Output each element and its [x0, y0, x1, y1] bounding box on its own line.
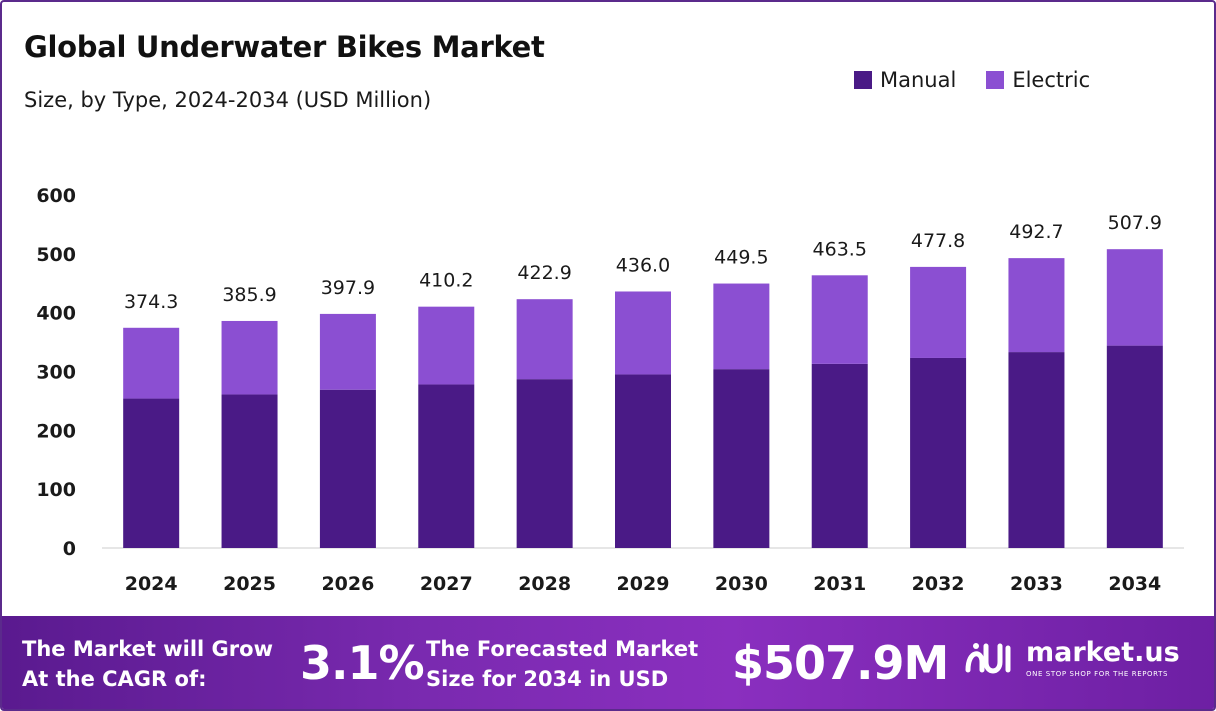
bar-segment-manual — [811, 363, 868, 548]
bar-segment-electric — [418, 306, 475, 385]
bar-total-label: 449.5 — [714, 247, 768, 269]
x-tick-label: 2025 — [223, 573, 276, 595]
bar-segment-electric — [319, 313, 376, 390]
bar-segment-manual — [319, 389, 376, 548]
bar-segment-electric — [910, 266, 967, 358]
y-tick-label: 600 — [36, 185, 76, 207]
y-tick-label: 200 — [36, 420, 76, 442]
bar-segment-electric — [811, 275, 868, 364]
chart-legend: Manual Electric — [854, 68, 1120, 92]
y-tick-label: 0 — [63, 538, 76, 560]
bar-total-label: 385.9 — [222, 284, 276, 306]
bar-segment-manual — [221, 394, 278, 548]
bar-segment-electric — [123, 327, 180, 399]
legend-swatch-manual — [854, 71, 872, 89]
bar-total-label: 374.3 — [124, 291, 178, 313]
x-tick-label: 2032 — [912, 573, 965, 595]
stacked-bar-chart: 0 100 200 300 400 500 600 374.3 2024 385.9 2025 397… — [36, 185, 1184, 595]
legend-item-manual: Manual — [854, 68, 956, 92]
bar-segment-manual — [1106, 345, 1163, 548]
bar-segment-electric — [1008, 258, 1065, 353]
bar-total-label: 397.9 — [321, 277, 375, 299]
forecast-label-line1: The Forecasted Market — [426, 637, 699, 661]
bar-segment-manual — [418, 384, 475, 548]
bar-segment-manual — [123, 398, 180, 548]
y-tick-label: 500 — [36, 244, 76, 266]
bar-segment-manual — [1008, 352, 1065, 548]
forecast-value: $507.9M — [732, 636, 949, 690]
bar-total-label: 463.5 — [813, 238, 867, 260]
x-tick-label: 2026 — [321, 573, 374, 595]
bar-segment-electric — [713, 283, 770, 370]
bar-total-label: 436.0 — [616, 254, 670, 276]
bar-segment-electric — [516, 299, 573, 380]
bar-segment-electric — [615, 291, 671, 375]
x-tick-label: 2029 — [617, 573, 670, 595]
legend-item-electric: Electric — [986, 68, 1090, 92]
y-tick-label: 100 — [36, 479, 76, 501]
x-tick-label: 2027 — [420, 573, 473, 595]
logo-tagline: ONE STOP SHOP FOR THE REPORTS — [1026, 670, 1169, 678]
bar-total-label: 507.9 — [1108, 212, 1162, 234]
cagr-label-line1: The Market will Grow — [22, 637, 273, 661]
bar-segment-manual — [713, 369, 770, 548]
x-tick-label: 2024 — [125, 573, 178, 595]
bar-total-label: 492.7 — [1009, 221, 1063, 243]
x-tick-label: 2034 — [1108, 573, 1161, 595]
forecast-label: The Forecasted Market Size for 2034 in U… — [426, 634, 698, 694]
cagr-value: 3.1% — [300, 636, 425, 690]
x-tick-label: 2030 — [715, 573, 768, 595]
bar-total-label: 477.8 — [911, 230, 965, 252]
legend-swatch-electric — [986, 71, 1005, 89]
y-tick-label: 400 — [36, 303, 76, 325]
forecast-label-line2: Size for 2034 in USD — [426, 667, 669, 691]
y-tick-label: 300 — [36, 362, 76, 384]
chart-subtitle: Size, by Type, 2024-2034 (USD Million) — [24, 88, 432, 112]
bar-total-label: 422.9 — [517, 262, 571, 284]
bar-total-label: 410.2 — [419, 270, 473, 292]
market-us-logo: market.us ONE STOP SHOP FOR THE REPORTS — [964, 638, 1180, 678]
bar-segment-manual — [910, 357, 967, 548]
logo-name: market.us — [1026, 637, 1180, 668]
bar-segment-manual — [516, 379, 573, 548]
legend-label-manual: Manual — [880, 68, 957, 92]
bar-segment-electric — [221, 320, 278, 395]
market-us-logo-icon — [965, 643, 1011, 674]
footer-banner: The Market will Grow At the CAGR of: 3.1… — [2, 616, 1214, 709]
x-tick-label: 2031 — [813, 573, 866, 595]
cagr-label: The Market will Grow At the CAGR of: — [22, 634, 273, 694]
chart-title: Global Underwater Bikes Market — [24, 30, 545, 64]
legend-label-electric: Electric — [1012, 68, 1091, 92]
bar-segment-manual — [615, 374, 671, 548]
x-tick-label: 2028 — [518, 573, 571, 595]
cagr-label-line2: At the CAGR of: — [22, 667, 207, 691]
x-tick-label: 2033 — [1010, 573, 1063, 595]
bar-segment-electric — [1106, 249, 1163, 346]
